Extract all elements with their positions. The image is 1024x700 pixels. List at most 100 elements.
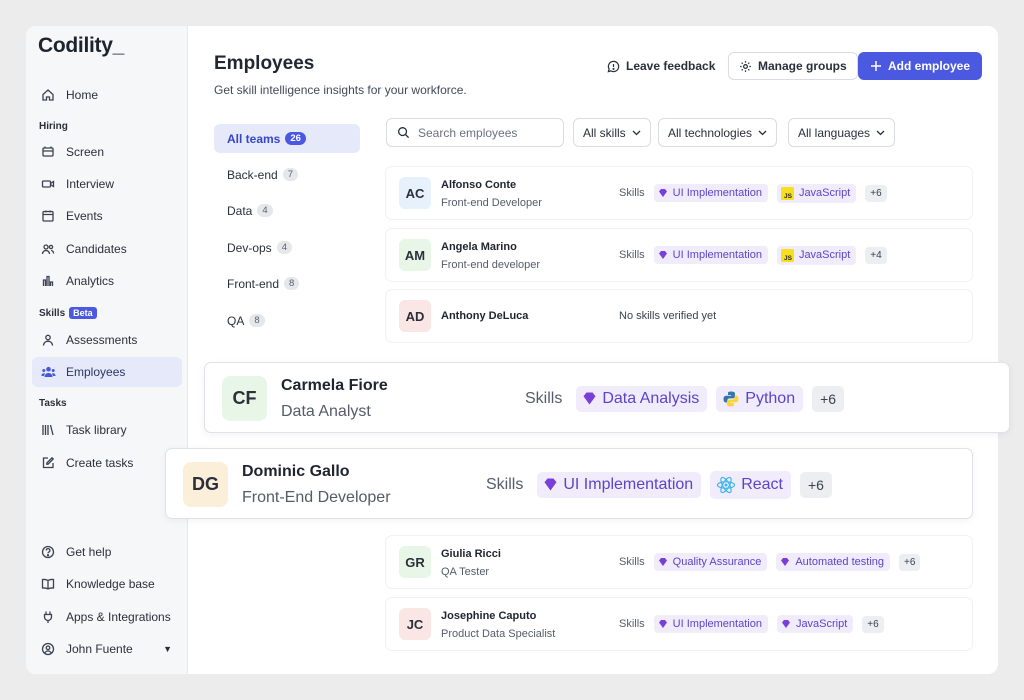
sidebar-item-assessments[interactable]: Assessments	[32, 325, 182, 355]
search-icon	[397, 126, 410, 139]
manage-groups-button[interactable]: Manage groups	[728, 52, 858, 80]
add-employee-button[interactable]: Add employee	[858, 52, 983, 80]
sidebar-item-apps-integrations[interactable]: Apps & Integrations	[32, 602, 182, 632]
sidebar-item-create-tasks[interactable]: Create tasks	[32, 448, 182, 478]
skill-chip[interactable]: UI Implementation	[537, 471, 702, 498]
employee-role: QA Tester	[441, 566, 490, 578]
employee-row[interactable]: JC Josephine Caputo Product Data Special…	[386, 598, 972, 650]
search-placeholder: Search employees	[418, 125, 518, 140]
skill-chip[interactable]: UI Implementation	[653, 246, 768, 264]
skill-chip[interactable]: UI Implementation	[653, 615, 768, 633]
skill-chip[interactable]: React	[710, 470, 791, 499]
edit-icon	[40, 455, 56, 471]
more-skills-badge[interactable]: +4	[865, 246, 887, 264]
avatar: DG	[183, 462, 228, 507]
chip-label: Quality Assurance	[672, 556, 762, 568]
employee-name: Josephine Caputo	[441, 610, 537, 622]
search-input[interactable]: Search employees	[386, 118, 564, 147]
chip-label: UI Implementation	[672, 618, 762, 630]
employee-name: Alfonso Conte	[441, 179, 517, 191]
team-label: Dev-ops	[227, 240, 272, 255]
more-skills-badge[interactable]: +6	[865, 184, 887, 202]
gem-icon	[658, 250, 668, 260]
skill-chip[interactable]: Quality Assurance	[653, 553, 768, 571]
skill-chip[interactable]: UI Implementation	[653, 184, 768, 202]
sidebar-item-screen[interactable]: Screen	[32, 137, 182, 167]
avatar: JC	[399, 608, 431, 640]
javascript-icon: JS	[780, 248, 794, 262]
languages-filter-dropdown[interactable]: All languages	[788, 118, 896, 147]
leave-feedback-button[interactable]: Leave feedback	[597, 52, 725, 80]
react-icon	[716, 475, 736, 495]
book-icon	[40, 576, 56, 592]
sidebar-item-events[interactable]: Events	[32, 201, 182, 231]
employee-card-highlighted[interactable]: CF Carmela Fiore Data Analyst Skills Dat…	[204, 362, 1010, 433]
chevron-down-icon	[876, 130, 885, 136]
main-content: Employees Get skill intelligence insight…	[188, 26, 998, 674]
chevron-down-icon	[758, 130, 767, 136]
sidebar-user-menu[interactable]: John Fuente ▼	[32, 634, 182, 664]
app-window: Codility_ Home Hiring Screen Interview E…	[26, 26, 998, 674]
user-circle-icon	[40, 641, 56, 657]
sidebar-item-label: Apps & Integrations	[66, 610, 171, 624]
sidebar-item-label: Events	[66, 209, 103, 223]
more-skills-badge[interactable]: +6	[899, 553, 921, 571]
employee-role: Front-End Developer	[242, 489, 391, 506]
team-dev-ops[interactable]: Dev-ops 4	[214, 233, 360, 262]
technologies-filter-dropdown[interactable]: All technologies	[658, 118, 778, 147]
team-count: 8	[284, 277, 300, 290]
plug-icon	[40, 609, 56, 625]
sidebar-item-get-help[interactable]: Get help	[32, 537, 182, 567]
chip-label: UI Implementation	[672, 249, 762, 261]
calendar-icon	[40, 208, 56, 224]
employee-name: Anthony DeLuca	[441, 310, 529, 322]
team-data[interactable]: Data 4	[214, 196, 360, 225]
sidebar-item-employees[interactable]: Employees	[32, 357, 182, 387]
skill-chip[interactable]: Python	[716, 385, 804, 412]
page-subtitle: Get skill intelligence insights for your…	[214, 83, 467, 97]
caret-down-icon: ▼	[163, 644, 172, 654]
employee-row[interactable]: AC Alfonso Conte Front-end Developer Ski…	[386, 167, 972, 219]
sidebar-item-label: Knowledge base	[66, 577, 155, 591]
sidebar-item-knowledge-base[interactable]: Knowledge base	[32, 569, 182, 599]
codility-logo[interactable]: Codility_	[38, 34, 124, 57]
sidebar-item-interview[interactable]: Interview	[32, 169, 182, 199]
section-label: Tasks	[39, 398, 67, 409]
button-label: Manage groups	[758, 59, 847, 73]
employee-role: Product Data Specialist	[441, 628, 556, 640]
user-name: John Fuente	[66, 642, 133, 656]
section-label: Skills	[39, 307, 66, 319]
sidebar-item-label: Interview	[66, 177, 115, 191]
skills-label: Skills	[619, 249, 645, 261]
chip-label: JavaScript	[798, 249, 851, 261]
team-all-teams[interactable]: All teams 26	[214, 124, 360, 153]
help-icon	[40, 544, 56, 560]
svg-text:JS: JS	[784, 193, 793, 200]
skill-chip[interactable]: Data Analysis	[576, 385, 708, 412]
employee-row[interactable]: AM Angela Marino Front-end developer Ski…	[386, 229, 972, 281]
sidebar-item-task-library[interactable]: Task library	[32, 415, 182, 445]
skill-chip[interactable]: Automated testing	[776, 553, 890, 571]
skills-filter-dropdown[interactable]: All skills	[573, 118, 651, 147]
skills-area: Skills Data Analysis Python +6	[525, 363, 845, 434]
skill-chip[interactable]: JS JavaScript	[776, 245, 857, 265]
skills-area: Skills Quality Assurance Automated testi…	[619, 536, 921, 588]
dropdown-label: All skills	[583, 125, 626, 140]
employee-row[interactable]: AD Anthony DeLuca No skills verified yet	[386, 290, 972, 342]
no-skills-text: No skills verified yet	[619, 310, 717, 322]
sidebar-item-analytics[interactable]: Analytics	[32, 266, 182, 296]
more-skills-badge[interactable]: +6	[799, 471, 832, 498]
beta-badge: Beta	[69, 307, 97, 319]
skill-chip[interactable]: JavaScript	[776, 615, 854, 633]
more-skills-badge[interactable]: +6	[862, 615, 884, 633]
team-qa[interactable]: QA 8	[214, 306, 360, 335]
skill-chip[interactable]: JS JavaScript	[776, 183, 857, 203]
sidebar-item-candidates[interactable]: Candidates	[32, 234, 182, 264]
employee-row[interactable]: GR Giulia Ricci QA Tester Skills Quality…	[386, 536, 972, 588]
employee-card-highlighted[interactable]: DG Dominic Gallo Front-End Developer Ski…	[165, 448, 973, 519]
team-back-end[interactable]: Back-end 7	[214, 160, 360, 189]
more-skills-badge[interactable]: +6	[812, 385, 845, 412]
team-front-end[interactable]: Front-end 8	[214, 269, 360, 298]
person-icon	[40, 332, 56, 348]
sidebar-item-home[interactable]: Home	[32, 80, 182, 110]
